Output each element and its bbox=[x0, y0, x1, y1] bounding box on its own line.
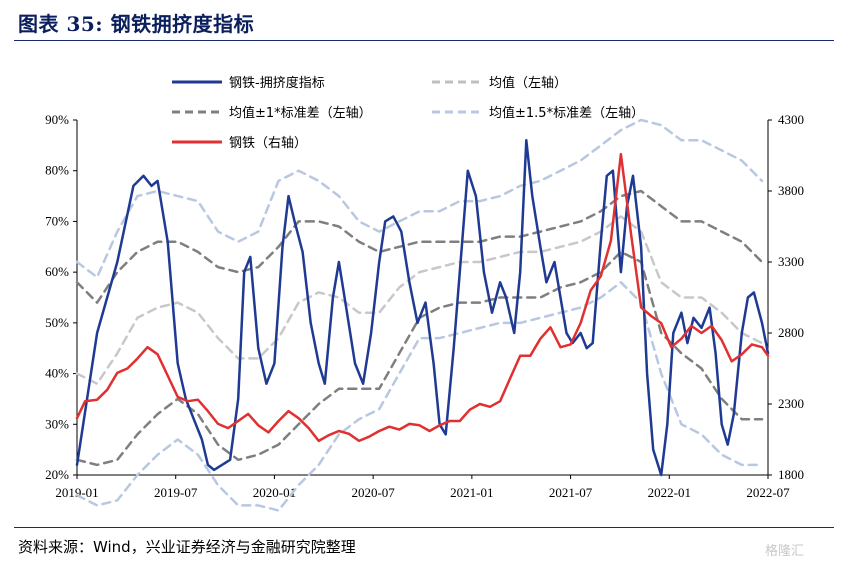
y-right-tick-label: 3800 bbox=[778, 183, 804, 198]
legend-label-sd15: 均值±1.5*标准差（左轴） bbox=[489, 105, 644, 121]
y-left-tick-label: 60% bbox=[45, 264, 69, 279]
series-steel-price bbox=[75, 152, 770, 443]
x-tick-label: 2021-01 bbox=[450, 485, 493, 500]
legend-label-crowd: 钢铁-拥挤度指标 bbox=[229, 75, 325, 91]
y-right-tick-label: 2800 bbox=[778, 325, 804, 340]
y-left-tick-label: 30% bbox=[45, 416, 69, 431]
series-sd15-upper bbox=[75, 118, 764, 279]
y-right-tick-label: 3300 bbox=[778, 254, 804, 269]
x-tick-label: 2019-01 bbox=[55, 485, 98, 500]
y-left-tick-label: 70% bbox=[45, 213, 69, 228]
y-left-tick-label: 20% bbox=[45, 467, 69, 482]
x-tick-label: 2020-01 bbox=[253, 485, 296, 500]
legend-label-sd1: 均值±1*标准差（左轴） bbox=[229, 105, 372, 121]
watermark: 格隆汇 bbox=[765, 544, 805, 559]
y-right-tick-label: 4300 bbox=[778, 112, 804, 127]
y-left-tick-label: 50% bbox=[45, 315, 69, 330]
series-mean bbox=[75, 215, 764, 385]
x-tick-label: 2022-01 bbox=[648, 485, 691, 500]
x-tick-label: 2019-07 bbox=[154, 485, 198, 500]
x-tick-label: 2021-07 bbox=[549, 485, 593, 500]
bottom-rule bbox=[14, 527, 834, 528]
y-left-tick-label: 40% bbox=[45, 366, 69, 381]
y-right-tick-label: 2300 bbox=[778, 396, 804, 411]
x-tick-label: 2020-07 bbox=[351, 485, 395, 500]
title-rule bbox=[14, 40, 834, 41]
y-right-tick-label: 1800 bbox=[778, 467, 804, 482]
series-sd1-lower bbox=[75, 250, 764, 467]
series-sd1-upper bbox=[75, 189, 764, 304]
legend-label-steel: 钢铁（右轴） bbox=[229, 136, 307, 151]
chart-title: 图表 35: 钢铁拥挤度指标 bbox=[18, 12, 255, 36]
x-tick-label: 2022-07 bbox=[746, 485, 790, 500]
y-left-tick-label: 90% bbox=[45, 112, 69, 127]
series-crowd-index bbox=[75, 139, 770, 477]
series-sd15-lower bbox=[75, 281, 764, 512]
y-left-tick-label: 80% bbox=[45, 163, 69, 178]
source-note: 资料来源：Wind，兴业证券经济与金融研究院整理 bbox=[18, 538, 356, 556]
legend-label-mean: 均值（左轴） bbox=[489, 75, 567, 91]
